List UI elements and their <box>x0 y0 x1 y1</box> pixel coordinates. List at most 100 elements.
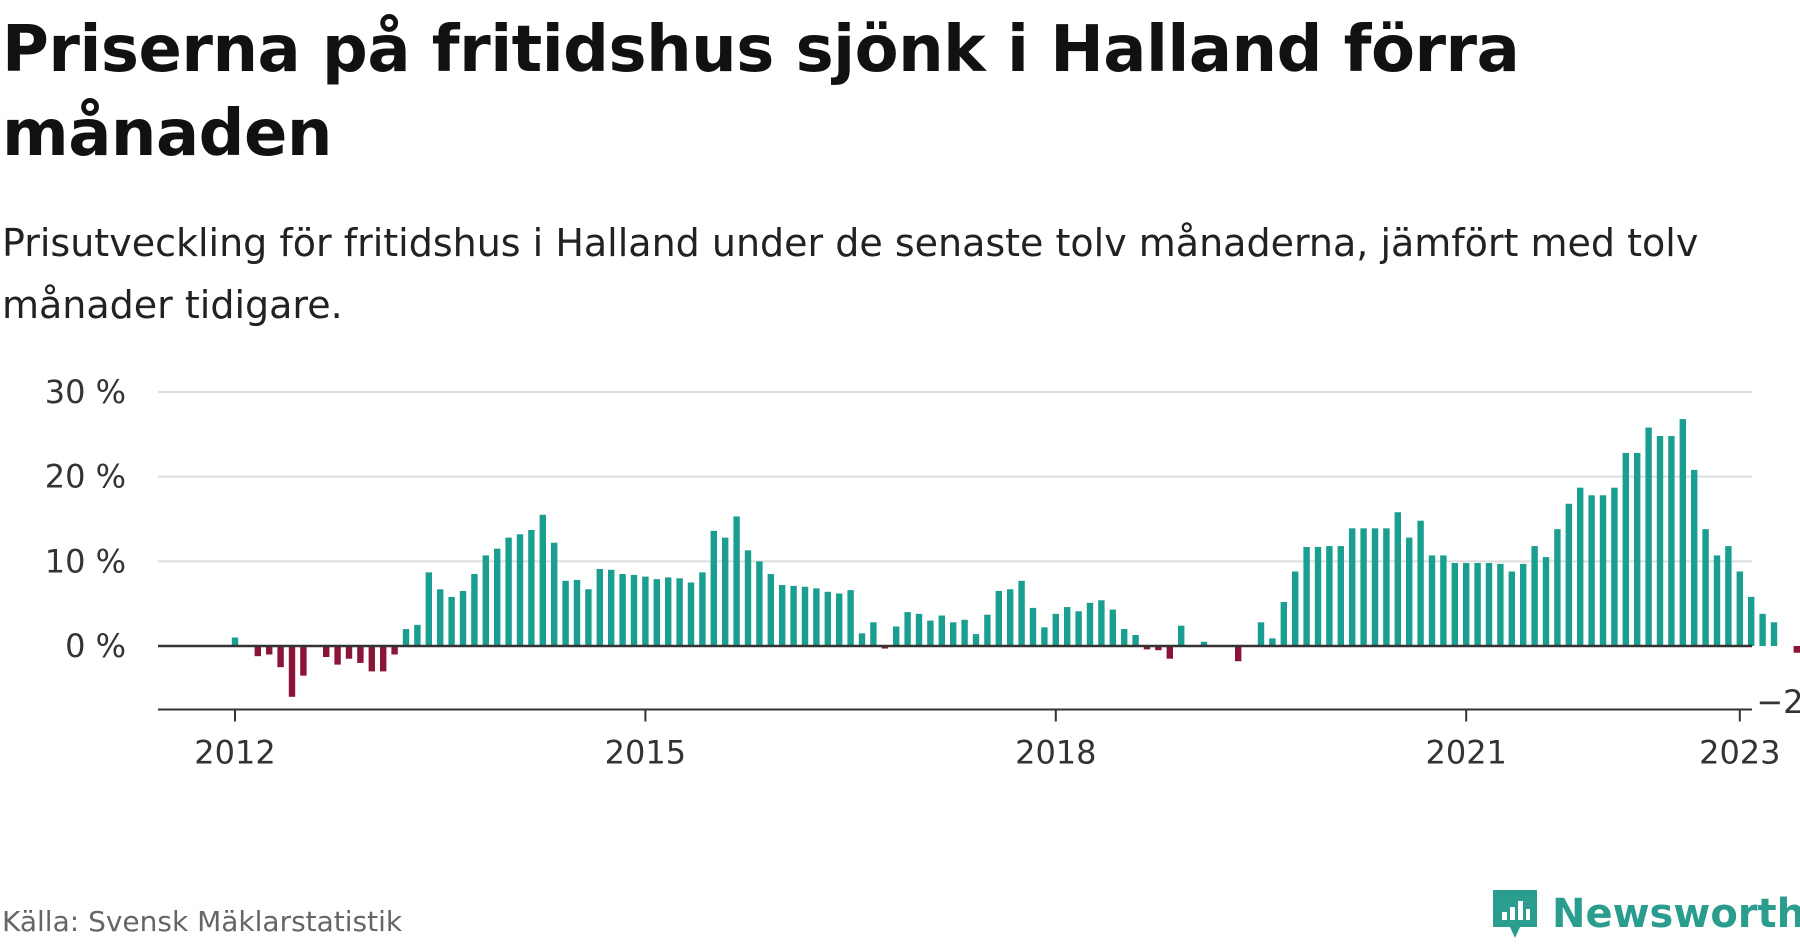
bar <box>1577 487 1584 646</box>
bar <box>790 585 797 646</box>
bar <box>277 646 284 668</box>
bar <box>1485 563 1493 646</box>
bar <box>1121 629 1128 646</box>
bar <box>1337 546 1344 646</box>
bar <box>1178 625 1185 646</box>
bar <box>1679 419 1686 646</box>
bar <box>1269 638 1276 646</box>
bar <box>528 530 535 646</box>
bar <box>824 591 831 646</box>
bar <box>1360 528 1367 646</box>
bar <box>1531 546 1538 646</box>
bar <box>710 530 717 646</box>
bar <box>1086 602 1094 646</box>
newsworthy-logo-icon <box>1493 890 1537 938</box>
x-tick-label: 2021 <box>1425 734 1506 772</box>
x-tick-label: 2012 <box>194 734 275 772</box>
bar <box>767 574 774 646</box>
bar <box>619 574 626 646</box>
bar <box>722 537 729 646</box>
bar <box>744 550 752 646</box>
bar <box>1793 646 1800 653</box>
bar <box>984 614 991 646</box>
bar <box>596 568 603 646</box>
newsworthy-logo: Newsworthy <box>1490 884 1800 944</box>
bar <box>836 593 843 646</box>
bar <box>1200 641 1208 646</box>
bar <box>927 620 934 646</box>
x-axis-ticks: 2012 2015 2018 2021 2023 <box>194 709 1781 772</box>
bar <box>368 646 375 672</box>
bar <box>630 574 638 646</box>
bar <box>482 555 489 646</box>
bar <box>1292 571 1299 646</box>
bar <box>1235 646 1242 662</box>
bar <box>323 646 330 658</box>
bar <box>1508 571 1515 646</box>
bar <box>448 596 455 646</box>
x-tick-label: 2023 <box>1699 734 1780 772</box>
bar <box>505 537 512 646</box>
brand-name: Newsworthy <box>1552 891 1800 937</box>
bar <box>1303 546 1310 646</box>
bar <box>1132 634 1139 646</box>
bar <box>1542 557 1550 646</box>
bar <box>1520 563 1527 646</box>
bar <box>893 626 900 646</box>
bar <box>357 646 364 663</box>
bar <box>391 646 398 655</box>
bar <box>334 646 341 665</box>
bar <box>1394 512 1401 646</box>
bar <box>858 633 866 646</box>
y-tick-label: 20 % <box>45 458 126 496</box>
bar <box>881 646 888 649</box>
bar <box>402 629 410 646</box>
bar <box>1691 469 1698 646</box>
bar <box>665 577 672 646</box>
bar <box>801 586 809 646</box>
bar <box>1052 613 1059 646</box>
bar <box>1554 529 1561 646</box>
bar <box>1759 613 1766 646</box>
y-tick-label: 30 % <box>45 373 126 411</box>
bar <box>756 561 763 646</box>
bar <box>915 613 923 646</box>
bar <box>585 589 592 646</box>
bar <box>231 637 239 646</box>
bar <box>1736 571 1743 646</box>
bar-chart: 0 % 10 % 20 % 30 % 2012 2015 2018 2021 2023 −2 … <box>45 373 1800 772</box>
bar <box>1668 436 1675 646</box>
bar <box>950 622 957 646</box>
bar <box>1725 546 1732 646</box>
bar <box>1702 529 1709 646</box>
bar <box>551 542 558 646</box>
bar <box>1748 596 1755 646</box>
bar <box>1371 528 1379 646</box>
bar <box>1075 611 1082 646</box>
bar <box>1257 622 1265 646</box>
bar <box>345 646 353 659</box>
bar <box>1007 589 1014 646</box>
bar <box>516 534 524 646</box>
bar <box>425 572 432 646</box>
bar <box>414 624 421 646</box>
chart-title: Priserna på fritidshus sjönk i Halland f… <box>2 13 1520 171</box>
bar <box>539 514 546 646</box>
bar <box>300 646 307 676</box>
y-tick-label: 10 % <box>45 542 126 580</box>
bar <box>687 582 695 646</box>
bar <box>1155 646 1162 651</box>
gridlines <box>158 391 1752 563</box>
bar <box>1326 546 1333 646</box>
bar <box>1645 427 1652 646</box>
bars <box>231 419 1800 697</box>
bar <box>733 516 740 646</box>
bar <box>288 646 296 697</box>
bar <box>1428 555 1436 646</box>
bar <box>1349 528 1356 646</box>
bar <box>380 646 387 672</box>
bar <box>676 578 683 646</box>
bar <box>1417 520 1424 646</box>
bar <box>573 579 581 646</box>
bar <box>1588 495 1595 646</box>
